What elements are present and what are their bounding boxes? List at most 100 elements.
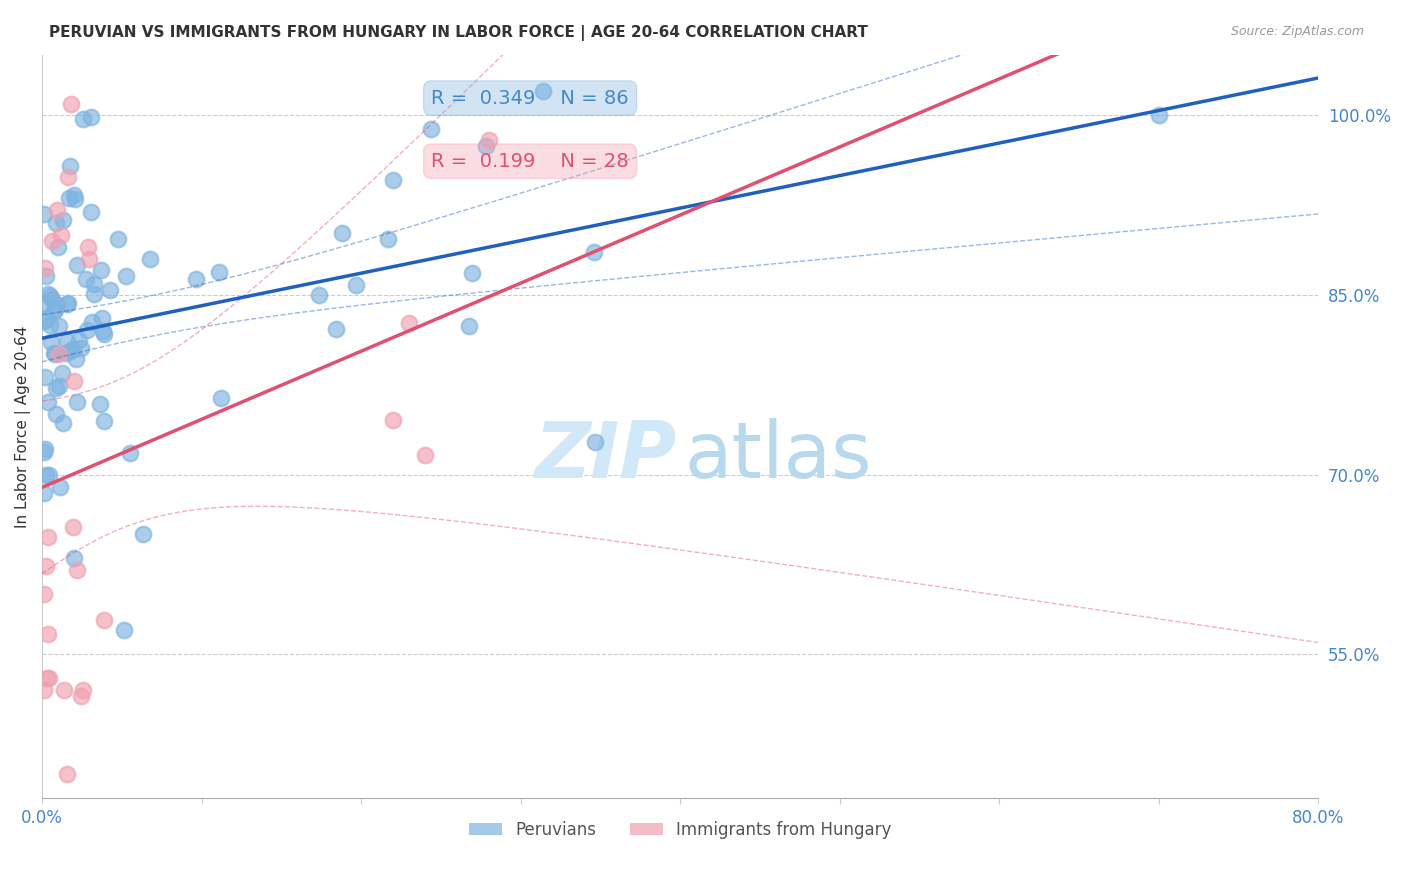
Point (475, 138, 498, 153)
Point (93, 327, 115, 342)
Point (59, 344, 82, 359)
Point (79, 252, 101, 266)
Point (478, 133, 501, 147)
Point (62, 343, 84, 357)
Point (66, 564, 89, 578)
Point (583, 434, 606, 449)
Point (461, 266, 484, 280)
Point (32, 207, 55, 221)
Point (52, 417, 75, 431)
Point (66, 258, 89, 272)
Point (118, 445, 141, 459)
Point (132, 527, 155, 541)
Point (35, 268, 58, 283)
Point (89, 397, 111, 411)
Point (32, 486, 55, 500)
Point (413, 448, 436, 462)
Point (46, 240, 69, 254)
Point (51, 366, 73, 380)
Point (70, 690, 93, 704)
Point (80, 205, 103, 219)
Point (55, 345, 77, 359)
Point (46, 202, 69, 217)
Point (32, 445, 55, 459)
Point (53, 683, 76, 698)
Point (37, 286, 59, 301)
Point (44, 304, 66, 318)
Point (1147, 108, 1170, 122)
Point (91, 324, 114, 338)
Point (38, 318, 60, 332)
Point (62, 374, 84, 388)
Point (90, 263, 112, 277)
Point (72, 112, 94, 127)
Point (34, 442, 56, 456)
Point (56, 297, 79, 311)
Point (398, 317, 420, 331)
Point (457, 318, 479, 333)
Point (420, 121, 443, 136)
Point (38, 288, 60, 302)
Point (58, 159, 80, 173)
Point (38, 671, 60, 685)
Point (48, 379, 70, 393)
Point (115, 268, 138, 283)
Point (48, 479, 70, 493)
Point (186, 271, 208, 285)
Point (382, 413, 405, 427)
Point (38, 467, 60, 482)
Point (37, 530, 59, 544)
Point (49, 227, 72, 242)
Text: R =  0.349    N = 86: R = 0.349 N = 86 (432, 88, 628, 108)
Point (76, 323, 98, 337)
Point (44, 346, 66, 360)
Point (63, 551, 86, 566)
Point (77, 240, 100, 254)
Point (209, 391, 232, 405)
Text: PERUVIAN VS IMMIGRANTS FROM HUNGARY IN LABOR FORCE | AGE 20-64 CORRELATION CHART: PERUVIAN VS IMMIGRANTS FROM HUNGARY IN L… (49, 25, 868, 41)
Point (344, 277, 367, 292)
Point (39, 334, 62, 349)
Point (138, 252, 160, 266)
Point (32, 314, 55, 328)
Point (93, 414, 115, 428)
Point (112, 624, 135, 638)
Point (37, 311, 59, 326)
Point (107, 232, 129, 246)
Point (41, 292, 63, 306)
Point (35, 558, 58, 573)
Point (46, 298, 69, 312)
Point (582, 245, 605, 260)
Point (59, 96, 82, 111)
Point (66, 394, 89, 409)
Legend: Peruvians, Immigrants from Hungary: Peruvians, Immigrants from Hungary (463, 814, 898, 846)
Point (52, 213, 75, 227)
Point (45, 381, 67, 395)
Point (79, 111, 101, 125)
Point (44, 346, 66, 360)
Point (45, 407, 67, 421)
Point (56, 295, 79, 310)
Point (48, 347, 70, 361)
Point (330, 226, 353, 240)
Point (63, 187, 86, 202)
Point (83, 287, 105, 301)
Point (37, 395, 59, 409)
Point (32, 683, 55, 698)
Text: R =  0.199    N = 28: R = 0.199 N = 28 (432, 152, 628, 170)
Point (208, 265, 231, 279)
Point (382, 173, 405, 187)
Point (325, 322, 347, 336)
Point (65, 351, 87, 366)
Point (34, 370, 56, 384)
Point (48, 318, 70, 333)
Point (55, 767, 77, 781)
Point (34, 261, 56, 276)
Point (37, 627, 59, 641)
Point (377, 232, 399, 246)
Point (67, 333, 90, 347)
Point (72, 683, 94, 698)
Text: Source: ZipAtlas.com: Source: ZipAtlas.com (1230, 25, 1364, 38)
Text: ZIP: ZIP (534, 418, 676, 494)
Point (70, 341, 93, 355)
